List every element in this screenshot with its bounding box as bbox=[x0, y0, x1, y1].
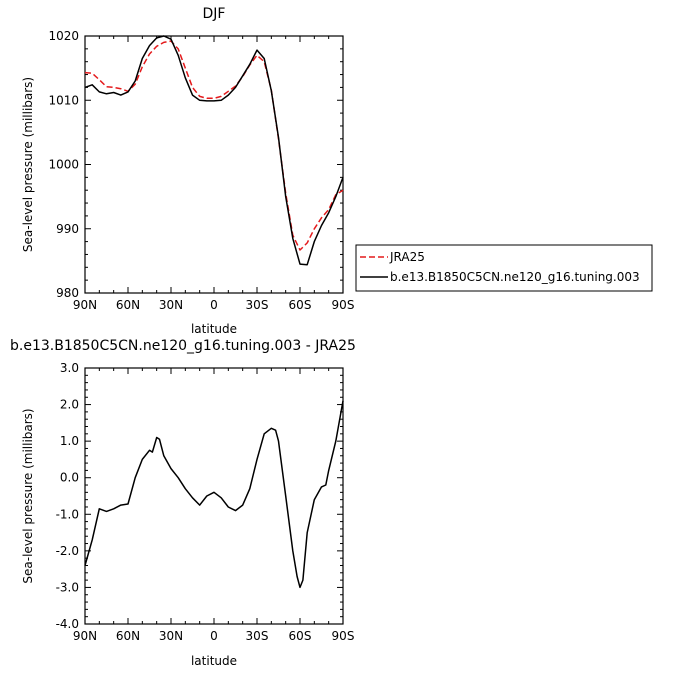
x-tick-label: 60S bbox=[289, 298, 312, 312]
y-tick-label: -2.0 bbox=[56, 544, 79, 558]
chart-title: b.e13.B1850C5CN.ne120_g16.tuning.003 - J… bbox=[10, 338, 356, 354]
x-tick-label: 90S bbox=[332, 298, 355, 312]
y-axis-title: Sea-level pressure (millibars) bbox=[21, 408, 35, 583]
y-tick-label: 2.0 bbox=[60, 398, 79, 412]
legend-label-2: b.e13.B1850C5CN.ne120_g16.tuning.003 bbox=[390, 270, 640, 284]
x-tick-label: 90N bbox=[73, 629, 97, 643]
plot-frame bbox=[84, 35, 344, 294]
y-tick-label: 1010 bbox=[48, 93, 79, 107]
chart-2: b.e13.B1850C5CN.ne120_g16.tuning.003 - J… bbox=[10, 338, 356, 668]
y-tick-label: 0.0 bbox=[60, 471, 79, 485]
y-tick-label: -4.0 bbox=[56, 617, 79, 631]
x-tick-label: 60N bbox=[116, 629, 140, 643]
x-tick-label: 90N bbox=[73, 298, 97, 312]
x-tick-label: 30S bbox=[246, 629, 269, 643]
x-tick-label: 0 bbox=[210, 629, 218, 643]
x-tick-label: 60N bbox=[116, 298, 140, 312]
series-line-1 bbox=[84, 40, 344, 251]
series-line-1 bbox=[84, 400, 344, 589]
y-tick-label: 3.0 bbox=[60, 361, 79, 375]
x-tick-label: 0 bbox=[210, 298, 218, 312]
x-tick-label: 60S bbox=[289, 629, 312, 643]
y-tick-label: 990 bbox=[56, 222, 79, 236]
chart-title: DJF bbox=[203, 6, 226, 22]
legend-box bbox=[355, 244, 653, 292]
x-axis-title: latitude bbox=[191, 322, 237, 336]
legend: JRA25 b.e13.B1850C5CN.ne120_g16.tuning.00… bbox=[355, 244, 653, 292]
legend-label-1: JRA25 bbox=[389, 250, 425, 264]
y-tick-label: 1.0 bbox=[60, 434, 79, 448]
y-tick-label: 1000 bbox=[48, 158, 79, 172]
x-tick-label: 30N bbox=[159, 298, 183, 312]
y-tick-label: 980 bbox=[56, 286, 79, 300]
chart-1: DJF 90N 60N 30N 0 30S 60S 90S 980 990 1000 1010 1020… bbox=[21, 6, 653, 336]
y-axis-title: Sea-level pressure (millibars) bbox=[21, 77, 35, 252]
x-axis-title: latitude bbox=[191, 654, 237, 668]
y-tick-label: -1.0 bbox=[56, 507, 79, 521]
y-tick-label: -3.0 bbox=[56, 580, 79, 594]
series-line-2 bbox=[84, 35, 344, 266]
x-tick-label: 30S bbox=[246, 298, 269, 312]
x-tick-label: 30N bbox=[159, 629, 183, 643]
x-tick-label: 90S bbox=[332, 629, 355, 643]
y-tick-label: 1020 bbox=[48, 29, 79, 43]
plot-frame bbox=[84, 367, 344, 625]
